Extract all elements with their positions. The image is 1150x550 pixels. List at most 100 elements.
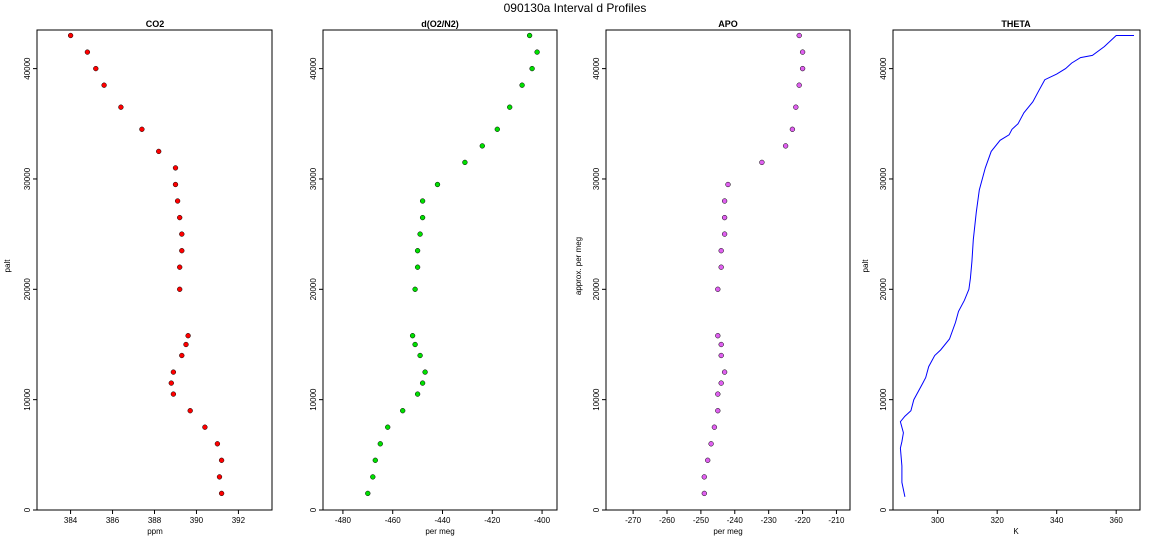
o2n2-y-tick-label: 30000 [309, 167, 318, 190]
co2-data-point [216, 474, 223, 480]
co2-data-point [177, 286, 183, 292]
o2n2-data-point [377, 441, 383, 447]
o2n2-data-point [529, 65, 535, 72]
theta-panel-title: THETA [1001, 19, 1031, 29]
o2n2-data-point [372, 457, 378, 463]
co2-y-tick-label: 30000 [23, 167, 32, 190]
apo-x-tick-label: -260 [659, 516, 676, 525]
apo-data-point [715, 408, 721, 414]
o2n2-x-axis-label: per meg [425, 527, 454, 536]
co2-data-point [156, 148, 162, 155]
apo-data-point [701, 474, 707, 480]
apo-data-point [721, 198, 728, 204]
co2-data-point [185, 333, 191, 339]
o2n2-data-point [534, 49, 540, 55]
apo-plot-frame [605, 29, 851, 511]
co2-panel-title: CO2 [146, 19, 165, 29]
apo-data-point [725, 181, 731, 188]
apo-x-tick-label: -220 [795, 516, 812, 525]
co2-data-point [172, 165, 179, 171]
o2n2-data-point [385, 424, 391, 430]
apo-data-point [789, 126, 796, 132]
apo-data-point [793, 104, 799, 110]
co2-data-point [168, 380, 174, 386]
co2-x-tick-label: 390 [190, 516, 204, 525]
apo-y-tick-label: 20000 [592, 278, 601, 301]
co2-x-tick-label: 384 [64, 516, 78, 525]
theta-y-tick-label: 40000 [879, 57, 888, 80]
co2-data-point [218, 490, 225, 497]
co2-y-tick-label: 10000 [23, 388, 32, 411]
o2n2-panel: d(O2/N2) per meg -480 -460 -440 -420 -400 0 10… [309, 19, 558, 536]
theta-panel: THETA K palt 300 320 340 360 0 10000 20000 3000… [861, 19, 1141, 536]
co2-data-point [218, 457, 225, 463]
theta-x-tick-label: 340 [1050, 516, 1064, 525]
o2n2-y-tick-label: 40000 [309, 57, 318, 80]
o2n2-data-point [400, 408, 406, 414]
apo-data-point [718, 352, 724, 359]
apo-y-tick-label: 10000 [592, 388, 601, 411]
co2-data-point [67, 32, 74, 39]
co2-data-point [84, 49, 91, 55]
apo-y-axis-label: approx. per meg [574, 237, 583, 295]
apo-data-point [759, 159, 765, 166]
co2-data-point [170, 391, 177, 397]
co2-data-point [172, 181, 179, 188]
o2n2-data-point [370, 474, 376, 480]
apo-panel-title: APO [718, 19, 738, 29]
co2-data-point [187, 408, 193, 414]
apo-x-tick-label: -230 [761, 516, 778, 525]
co2-data-point [214, 441, 221, 447]
theta-y-tick-label: 30000 [879, 167, 888, 190]
apo-data-point [799, 65, 806, 72]
co2-data-point [179, 231, 185, 237]
co2-x-tick-label: 386 [106, 516, 120, 525]
apo-x-axis-label: per meg [713, 527, 742, 536]
apo-data-point [799, 49, 806, 55]
apo-y-tick-label: 0 [592, 507, 601, 512]
co2-y-tick-label: 0 [23, 507, 32, 512]
co2-data-point [177, 214, 183, 221]
o2n2-x-tick-label: -400 [534, 516, 551, 525]
o2n2-data-point [479, 143, 485, 149]
apo-data-point [718, 264, 724, 270]
o2n2-data-point [419, 214, 426, 221]
o2n2-data-point [417, 231, 423, 237]
o2n2-data-point [422, 369, 428, 375]
apo-data-point [721, 369, 728, 375]
o2n2-data-point [419, 380, 426, 386]
o2n2-data-point [419, 198, 426, 204]
o2n2-data-point [462, 159, 468, 166]
o2n2-x-tick-label: -420 [484, 516, 501, 525]
co2-data-point [118, 104, 124, 110]
apo-y-tick-label: 40000 [592, 57, 601, 80]
theta-y-tick-label: 20000 [879, 278, 888, 301]
co2-x-axis-label: ppm [147, 527, 163, 536]
apo-data-point [705, 457, 711, 463]
apo-data-point [718, 341, 724, 348]
co2-data-point [93, 65, 99, 72]
o2n2-x-tick-label: -460 [385, 516, 402, 525]
apo-data-point [715, 286, 721, 292]
theta-y-tick-label: 10000 [879, 388, 888, 411]
apo-data-point [782, 143, 789, 149]
theta-x-axis-label: K [1013, 527, 1019, 536]
o2n2-plot-frame [322, 29, 558, 511]
theta-profile-line [899, 35, 1134, 497]
apo-x-tick-label: -270 [625, 516, 642, 525]
o2n2-data-point [365, 490, 371, 497]
apo-data-point [718, 380, 724, 386]
o2n2-x-tick-label: -440 [434, 516, 451, 525]
apo-data-point [721, 231, 728, 237]
apo-x-tick-label: -240 [727, 516, 744, 525]
o2n2-panel-title: d(O2/N2) [421, 19, 459, 29]
co2-data-point [174, 198, 181, 204]
co2-data-point [202, 424, 208, 430]
co2-y-tick-label: 40000 [23, 57, 32, 80]
o2n2-y-tick-label: 0 [309, 507, 318, 512]
apo-data-point [711, 424, 718, 430]
apo-data-point [715, 333, 721, 339]
theta-x-tick-label: 320 [990, 516, 1004, 525]
o2n2-x-tick-label: -480 [335, 516, 352, 525]
